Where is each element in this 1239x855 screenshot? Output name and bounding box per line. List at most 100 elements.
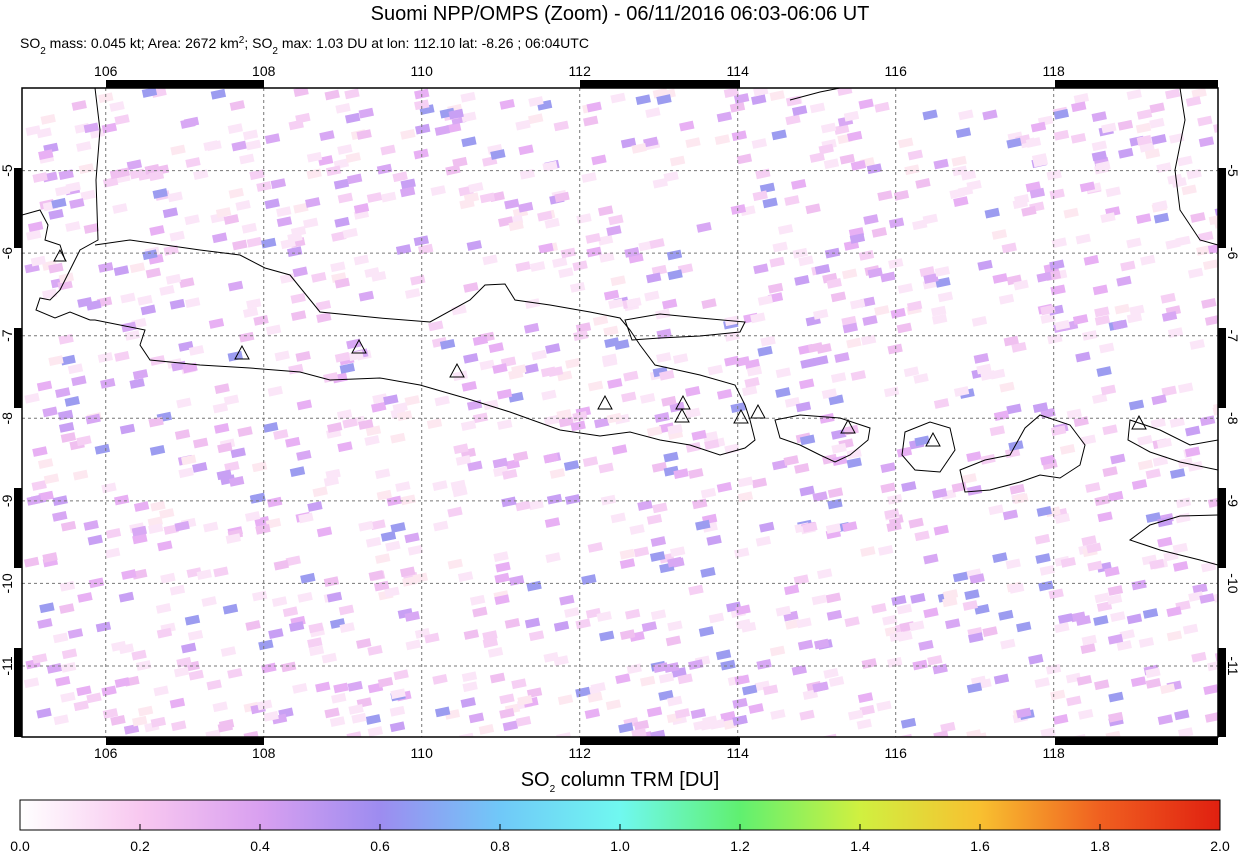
so2-pixel: [312, 486, 328, 498]
so2-pixel: [515, 261, 531, 272]
so2-pixel: [654, 412, 670, 423]
so2-pixel: [97, 352, 114, 363]
so2-pixel: [249, 169, 265, 181]
so2-pixel: [216, 469, 232, 481]
so2-pixel: [296, 399, 313, 411]
so2-pixel: [1116, 640, 1132, 651]
so2-pixel: [685, 137, 701, 149]
so2-pixel: [1048, 588, 1064, 600]
so2-pixel: [659, 369, 675, 381]
so2-pixel: [661, 395, 677, 407]
so2-pixel: [137, 705, 154, 717]
so2-pixel: [708, 612, 725, 624]
so2-pixel: [212, 701, 228, 713]
so2-pixel: [1073, 93, 1090, 104]
so2-pixel: [649, 551, 666, 562]
so2-pixel: [831, 442, 847, 454]
so2-pixel: [270, 178, 286, 189]
so2-pixel: [584, 708, 600, 719]
so2-pixel: [499, 98, 515, 110]
so2-pixel: [404, 532, 420, 544]
so2-pixel: [734, 674, 750, 686]
so2-pixel: [289, 466, 306, 478]
so2-pixel: [999, 381, 1015, 393]
so2-pixel: [542, 160, 558, 172]
so2-pixel: [933, 730, 949, 737]
so2-pixel: [860, 546, 876, 557]
so2-pixel: [222, 603, 239, 615]
so2-pixel: [280, 661, 297, 673]
so2-pixel: [132, 715, 148, 727]
so2-pixel: [603, 325, 619, 337]
so2-pixel: [145, 267, 162, 279]
so2-pixel: [737, 491, 754, 503]
frame-bar: [14, 328, 22, 408]
so2-pixel: [371, 401, 387, 413]
so2-pixel: [619, 629, 636, 641]
so2-pixel: [800, 358, 816, 369]
so2-pixel: [315, 681, 331, 693]
so2-pixel: [365, 425, 382, 437]
so2-pixel: [1167, 327, 1184, 338]
so2-pixel: [962, 600, 978, 611]
so2-pixel: [1207, 243, 1218, 254]
so2-pixel: [524, 617, 541, 629]
so2-pixel: [469, 594, 486, 606]
so2-pixel: [1198, 136, 1215, 148]
so2-pixel: [953, 196, 969, 207]
so2-pixel: [447, 506, 463, 518]
so2-pixel: [760, 335, 776, 347]
so2-pixel: [1078, 708, 1094, 720]
so2-pixel: [898, 137, 914, 149]
frame-bar: [14, 168, 22, 248]
so2-pixel: [101, 482, 117, 494]
so2-pixel: [293, 202, 309, 214]
so2-pixel: [1145, 468, 1161, 480]
so2-pixel: [515, 716, 532, 727]
so2-pixel: [87, 534, 103, 546]
so2-pixel: [848, 709, 864, 721]
so2-pixel: [599, 252, 615, 263]
lat-tick-label: -5: [1225, 164, 1239, 177]
so2-pixel: [1091, 150, 1108, 162]
so2-pixel: [405, 639, 421, 651]
so2-pixel: [949, 188, 965, 199]
so2-pixel: [1083, 254, 1099, 266]
so2-pixel: [1213, 122, 1218, 133]
so2-pixel: [1021, 205, 1037, 217]
so2-pixel: [910, 593, 926, 604]
so2-pixel: [345, 112, 361, 124]
so2-pixel: [756, 658, 772, 670]
so2-pixel: [968, 632, 984, 644]
so2-pixel: [700, 487, 717, 499]
so2-pixel: [504, 198, 520, 210]
so2-pixel: [126, 159, 143, 171]
lat-tick-label: -9: [1225, 495, 1239, 508]
so2-pixel: [181, 454, 197, 466]
frame-bar: [14, 648, 22, 737]
so2-pixel: [101, 685, 117, 697]
so2-pixel: [1054, 513, 1071, 524]
so2-pixel: [65, 221, 81, 232]
so2-pixel: [923, 607, 939, 619]
so2-pixel: [791, 664, 807, 676]
so2-pixel: [1149, 117, 1165, 129]
so2-pixel: [300, 572, 316, 584]
so2-pixel: [772, 241, 788, 253]
so2-pixel: [643, 136, 659, 148]
so2-pixel: [644, 290, 660, 302]
so2-pixel: [445, 122, 462, 134]
so2-pixel: [148, 416, 164, 428]
so2-pixel: [468, 712, 485, 724]
so2-pixel: [1166, 630, 1183, 642]
so2-pixel: [797, 639, 814, 651]
so2-pixel: [844, 616, 860, 628]
so2-pixel: [375, 553, 391, 564]
so2-pixel: [316, 526, 333, 538]
so2-pixel: [993, 410, 1010, 422]
so2-pixel: [43, 473, 60, 485]
so2-pixel: [268, 628, 284, 639]
so2-pixel: [1045, 663, 1062, 675]
so2-pixel: [812, 491, 828, 502]
so2-pixel: [750, 312, 766, 324]
